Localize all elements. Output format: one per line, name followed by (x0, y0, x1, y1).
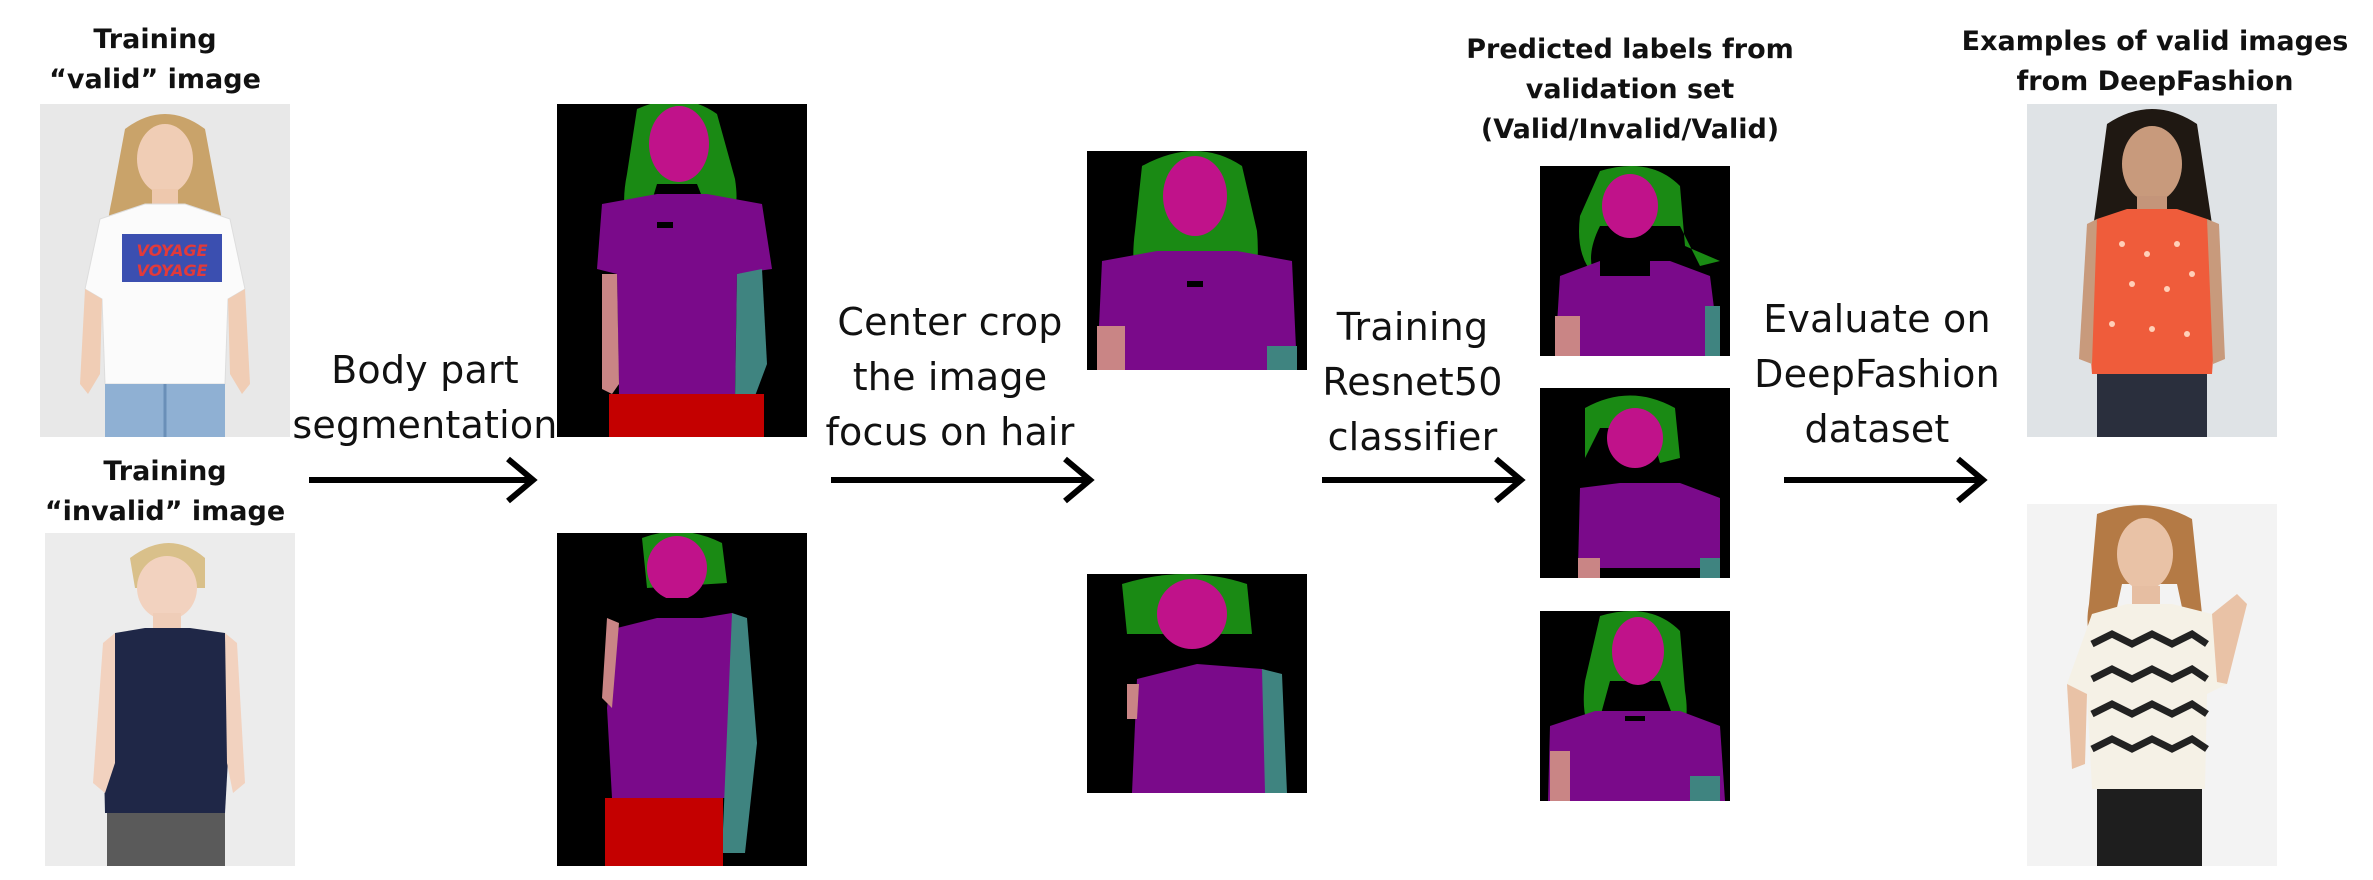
examples-line2: from DeepFashion (2016, 66, 2294, 97)
train-line1: Training (1336, 305, 1489, 349)
training-invalid-label: Training “invalid” image (20, 452, 310, 532)
examples-line1: Examples of valid images (1961, 26, 2349, 57)
training-invalid-label-line1: Training (103, 456, 227, 487)
segmentation-stage-label: Body part segmentation (290, 343, 560, 453)
segmentation-line1: Body part (331, 348, 519, 392)
crop-line3: focus on hair (825, 410, 1075, 454)
crop-line1: Center crop (837, 300, 1063, 344)
train-line2: Resnet50 (1322, 360, 1503, 404)
segmentation-line2: segmentation (292, 403, 558, 447)
segmentation-mask-valid (557, 104, 807, 437)
crop-stage-label: Center crop the image focus on hair (815, 295, 1085, 460)
predicted-line2: validation set (1525, 74, 1735, 105)
train-line3: classifier (1327, 415, 1498, 459)
training-valid-label-line1: Training (93, 24, 217, 55)
predicted-labels-heading: Predicted labels from validation set (Va… (1455, 30, 1805, 150)
training-valid-label-line2: “valid” image (49, 64, 261, 95)
eval-line2: DeepFashion (1754, 352, 2000, 396)
crop-line2: the image (852, 355, 1048, 399)
predicted-line3: (Valid/Invalid/Valid) (1480, 114, 1780, 145)
arrow-to-segmentation (309, 456, 538, 504)
validation-mask-3 (1540, 611, 1730, 801)
validation-mask-2 (1540, 388, 1730, 578)
segmentation-mask-invalid (557, 533, 807, 866)
training-valid-label: Training “valid” image (20, 20, 290, 100)
arrow-to-classifier (1322, 456, 1526, 504)
arrow-to-evaluation (1784, 456, 1988, 504)
predicted-line1: Predicted labels from (1466, 34, 1794, 65)
cropped-mask-valid (1087, 151, 1307, 370)
validation-mask-1 (1540, 166, 1730, 356)
training-invalid-photo (45, 533, 295, 866)
svg-text:VOYAGE: VOYAGE (136, 241, 207, 260)
svg-text:VOYAGE: VOYAGE (136, 261, 207, 280)
train-stage-label: Training Resnet50 classifier (1305, 300, 1520, 465)
training-valid-photo: VOYAGE VOYAGE (40, 104, 290, 437)
eval-line3: dataset (1804, 407, 1950, 451)
examples-heading: Examples of valid images from DeepFashio… (1955, 22, 2355, 102)
eval-stage-label: Evaluate on DeepFashion dataset (1742, 292, 2012, 457)
arrow-to-crop (831, 456, 1095, 504)
deepfashion-example-2 (2027, 504, 2277, 866)
training-invalid-label-line2: “invalid” image (44, 496, 286, 527)
cropped-mask-invalid (1087, 574, 1307, 793)
deepfashion-example-1 (2027, 104, 2277, 437)
eval-line1: Evaluate on (1763, 297, 1991, 341)
